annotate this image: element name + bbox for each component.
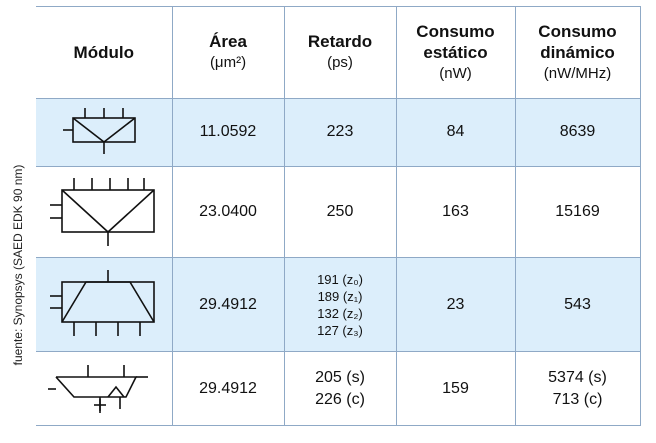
- adder-module-icon: [47, 364, 148, 413]
- retardo-value: 250: [283, 165, 397, 259]
- header-area: Área (μm²): [171, 6, 285, 99]
- header-retardo: Retardo (ps): [283, 6, 397, 99]
- dinamico-line: 713 (c): [552, 390, 603, 408]
- wide-triangle-module-icon: [49, 177, 155, 246]
- area-value: 23.0400: [171, 165, 285, 259]
- estatico-value: 159: [395, 351, 516, 426]
- comparison-table: Módulo Área (μm²) Retardo (ps) Consumo e…: [36, 6, 641, 426]
- module-cell: [36, 165, 173, 259]
- module-cell: [36, 351, 173, 426]
- retardo-line: 226 (c): [315, 390, 365, 408]
- area-value: 29.4912: [171, 257, 285, 353]
- header-estatico-unit: (nW): [439, 64, 472, 82]
- table-row: 29.4912 205 (s) 226 (c) 159 5374 (s) 713…: [36, 351, 641, 426]
- dinamico-line: 5374 (s): [548, 368, 607, 386]
- header-estatico: Consumo estático (nW): [395, 6, 516, 99]
- estatico-value: 84: [395, 97, 516, 167]
- area-value: 11.0592: [171, 97, 285, 167]
- module-cell: [36, 257, 173, 353]
- header-dinamico-unit: (nW/MHz): [543, 64, 612, 82]
- estatico-value: 23: [395, 257, 516, 353]
- retardo-line: 205 (s): [315, 368, 365, 386]
- header-row: Módulo Área (μm²) Retardo (ps) Consumo e…: [36, 6, 641, 99]
- area-value: 29.4912: [171, 351, 285, 426]
- retardo-line: 127 (z₃): [317, 322, 363, 338]
- source-note: fuente: Synopsys (SAED EDK 90 nm): [11, 164, 25, 366]
- header-retardo-unit: (ps): [327, 54, 353, 72]
- table-row: 23.0400 250 163 15169: [36, 165, 641, 259]
- triangle-module-icon: [62, 108, 136, 155]
- dinamico-value: 5374 (s) 713 (c): [514, 351, 641, 426]
- retardo-line: 132 (z₂): [317, 305, 363, 321]
- retardo-line: 191 (z₀): [317, 271, 363, 287]
- retardo-line: 189 (z₁): [317, 288, 363, 304]
- header-modulo: Módulo: [36, 6, 173, 99]
- estatico-value: 163: [395, 165, 516, 259]
- table-row: 11.0592 223 84 8639: [36, 97, 641, 167]
- module-cell: [36, 97, 173, 167]
- dinamico-value: 15169: [514, 165, 641, 259]
- header-dinamico: Consumo dinámico (nW/MHz): [514, 6, 641, 99]
- retardo-value: 223: [283, 97, 397, 167]
- trapezoid-module-icon: [49, 269, 155, 336]
- retardo-value: 205 (s) 226 (c): [283, 351, 397, 426]
- retardo-value: 191 (z₀) 189 (z₁) 132 (z₂) 127 (z₃): [283, 257, 397, 353]
- header-area-unit: (μm²): [209, 54, 247, 72]
- dinamico-value: 543: [514, 257, 641, 353]
- dinamico-value: 8639: [514, 97, 641, 167]
- table-row: 29.4912 191 (z₀) 189 (z₁) 132 (z₂) 127 (…: [36, 257, 641, 353]
